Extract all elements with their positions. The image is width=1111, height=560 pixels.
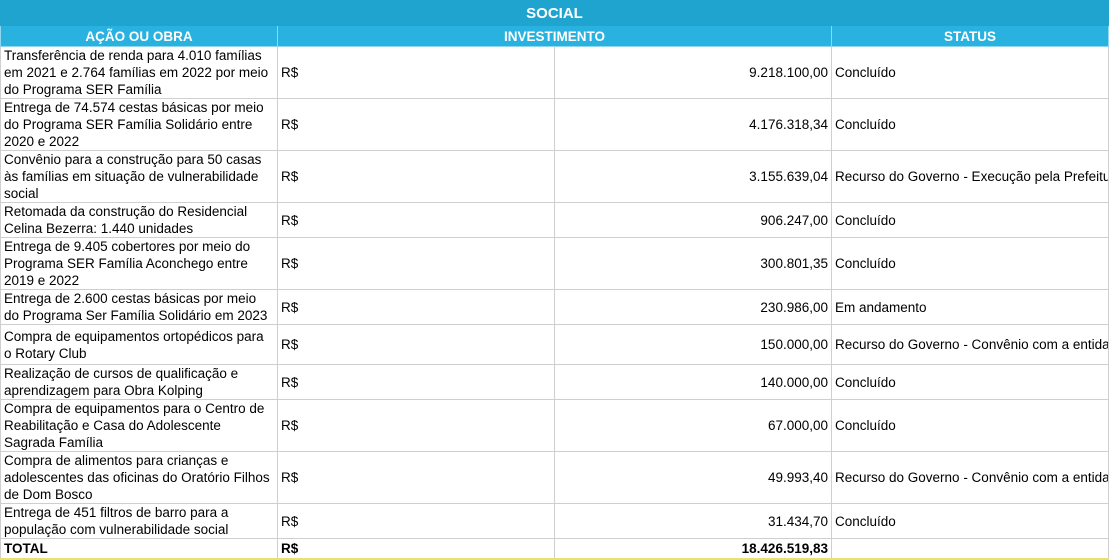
cell-acao: Compra de equipamentos para o Centro de … [0,399,278,452]
cell-valor: 67.000,00 [554,399,832,452]
cell-currency: R$ [277,324,555,365]
cell-acao: Convênio para a construção para 50 casas… [0,150,278,203]
header-status: STATUS [831,25,1109,47]
cell-currency: R$ [277,150,555,203]
cell-acao: Entrega de 2.600 cestas básicas por meio… [0,289,278,325]
cell-acao: Transferência de renda para 4.010 famíli… [0,46,278,99]
table-row: Entrega de 2.600 cestas básicas por meio… [0,289,1109,325]
cell-acao: Compra de equipamentos ortopédicos para … [0,324,278,365]
cell-currency: R$ [277,289,555,325]
cell-acao: Compra de alimentos para crianças e adol… [0,451,278,504]
cell-status: Concluído [831,364,1109,400]
cell-currency: R$ [277,399,555,452]
table-row: Realização de cursos de qualificação e a… [0,364,1109,400]
cell-status: Concluído [831,237,1109,290]
cell-valor: 300.801,35 [554,237,832,290]
cell-status: Em andamento [831,289,1109,325]
cell-acao: Retomada da construção do Residencial Ce… [0,202,278,238]
total-label: TOTAL [0,538,278,560]
total-row: TOTAL R$ 18.426.519,83 [0,538,1109,560]
title-row: SOCIAL [0,0,1109,26]
cell-currency: R$ [277,237,555,290]
total-currency: R$ [277,538,555,560]
cell-status: Concluído [831,46,1109,99]
cell-currency: R$ [277,46,555,99]
table-row: Retomada da construção do Residencial Ce… [0,202,1109,238]
header-acao: AÇÃO OU OBRA [0,25,278,47]
table-row: Convênio para a construção para 50 casas… [0,150,1109,203]
cell-acao: Entrega de 9.405 cobertores por meio do … [0,237,278,290]
header-row: AÇÃO OU OBRA INVESTIMENTO STATUS [0,25,1109,47]
table-row: Transferência de renda para 4.010 famíli… [0,46,1109,99]
cell-currency: R$ [277,364,555,400]
cell-status: Concluído [831,202,1109,238]
cell-valor: 3.155.639,04 [554,150,832,203]
cell-status: Concluído [831,399,1109,452]
total-status-empty [831,538,1109,560]
table-row: Entrega de 74.574 cestas básicas por mei… [0,98,1109,151]
cell-valor: 230.986,00 [554,289,832,325]
cell-acao: Entrega de 451 filtros de barro para a p… [0,503,278,539]
cell-acao: Realização de cursos de qualificação e a… [0,364,278,400]
cell-status: Concluído [831,98,1109,151]
cell-currency: R$ [277,451,555,504]
table-row: Compra de equipamentos para o Centro de … [0,399,1109,452]
cell-status: Recurso do Governo - Execução pela Prefe… [831,150,1109,203]
cell-valor: 150.000,00 [554,324,832,365]
header-investimento: INVESTIMENTO [277,25,832,47]
cell-status: Recurso do Governo - Convênio com a enti… [831,324,1109,365]
cell-currency: R$ [277,503,555,539]
cell-status: Concluído [831,503,1109,539]
table-row: Compra de alimentos para crianças e adol… [0,451,1109,504]
table-title: SOCIAL [0,0,1109,26]
cell-status: Recurso do Governo - Convênio com a enti… [831,451,1109,504]
table-row: Entrega de 9.405 cobertores por meio do … [0,237,1109,290]
cell-valor: 4.176.318,34 [554,98,832,151]
cell-acao: Entrega de 74.574 cestas básicas por mei… [0,98,278,151]
cell-valor: 9.218.100,00 [554,46,832,99]
cell-currency: R$ [277,98,555,151]
cell-valor: 906.247,00 [554,202,832,238]
cell-valor: 31.434,70 [554,503,832,539]
cell-valor: 49.993,40 [554,451,832,504]
table-row: Compra de equipamentos ortopédicos para … [0,324,1109,365]
total-value: 18.426.519,83 [554,538,832,560]
table-row: Entrega de 451 filtros de barro para a p… [0,503,1109,539]
cell-currency: R$ [277,202,555,238]
cell-valor: 140.000,00 [554,364,832,400]
